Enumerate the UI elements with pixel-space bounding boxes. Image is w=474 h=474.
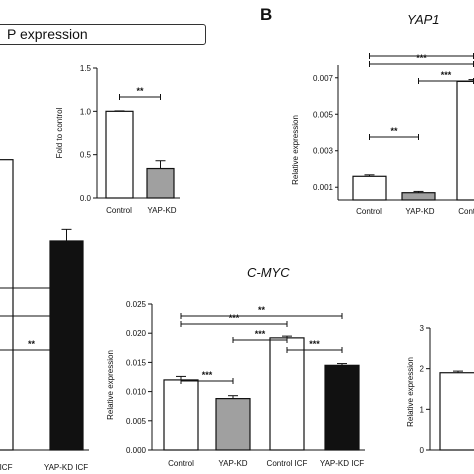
yap1-y-tick-label: 0.001 — [313, 183, 334, 192]
cmyc-bar — [215, 398, 251, 451]
yap1-significance-label: *** — [441, 70, 452, 80]
yap1-significance-label: *** — [416, 53, 427, 63]
panel-a-title-box: P expression — [0, 24, 206, 45]
left-category-label: YAP-KD ICF — [44, 463, 88, 472]
cmyc-significance-label: *** — [255, 329, 266, 339]
fold-y-tick-label: 1.5 — [80, 64, 92, 73]
panel-b-letter: B — [260, 5, 273, 24]
left-significance-label: ** — [28, 339, 36, 349]
fold-category-label: Control — [106, 206, 132, 215]
yap1-category-label: YAP-KD — [405, 207, 434, 216]
cmyc-y-tick-label: 0.010 — [126, 388, 147, 397]
yap1-bar — [352, 175, 387, 201]
yap1-significance-label: ** — [390, 126, 398, 136]
right-y-axis-label: Relative expression — [406, 357, 415, 427]
cmyc-significance-label: ** — [258, 305, 266, 315]
fold-y-tick-label: 1.0 — [80, 107, 92, 116]
cmyc-y-tick-label: 0.020 — [126, 329, 147, 338]
cmyc-bar — [269, 337, 305, 451]
yap1-y-axis-label: Relative expression — [291, 115, 300, 185]
cmyc-category-label: YAP-KD ICF — [320, 459, 364, 468]
fold-y-tick-label: 0.5 — [80, 151, 92, 160]
cmyc-significance-label: *** — [309, 339, 320, 349]
yap1-bar — [401, 192, 436, 201]
right-y-tick-label: 3 — [420, 324, 425, 333]
yap1-category-label: Contr — [458, 207, 474, 216]
cmyc-significance-label: *** — [229, 313, 240, 323]
cmyc-significance-label: *** — [202, 370, 213, 380]
cmyc-y-tick-label: 0.000 — [126, 446, 147, 455]
yap1-category-label: Control — [356, 207, 382, 216]
cmyc-y-axis-label: Relative expression — [106, 350, 115, 420]
fold-bar — [105, 110, 134, 199]
yap1-y-tick-label: 0.007 — [313, 74, 334, 83]
left-category-label: ICF — [0, 463, 13, 472]
yap1-title: YAP1 — [407, 12, 440, 27]
right-y-tick-label: 0 — [420, 446, 425, 455]
yap1-bar — [456, 80, 474, 201]
cmyc-category-label: Control ICF — [267, 459, 308, 468]
cmyc-y-tick-label: 0.025 — [126, 300, 147, 309]
right-bar — [439, 372, 474, 451]
panel-a-title: P expression — [7, 26, 88, 42]
right-y-tick-label: 2 — [420, 365, 425, 374]
fold-bar — [146, 167, 175, 199]
cmyc-bar — [324, 364, 360, 451]
fold-y-tick-label: 0.0 — [80, 194, 92, 203]
cmyc-title: C-MYC — [247, 265, 290, 280]
cmyc-category-label: Control — [168, 459, 194, 468]
fold-significance-label: ** — [136, 86, 144, 96]
cmyc-y-tick-label: 0.015 — [126, 358, 147, 367]
fold-y-axis-label: Fold to control — [55, 107, 64, 158]
left-bar — [49, 240, 84, 451]
fold-category-label: YAP-KD — [147, 206, 176, 215]
right-y-tick-label: 1 — [420, 405, 425, 414]
cmyc-category-label: YAP-KD — [218, 459, 247, 468]
cmyc-y-tick-label: 0.005 — [126, 417, 147, 426]
left-bar — [0, 159, 14, 451]
yap1-y-tick-label: 0.005 — [313, 110, 334, 119]
yap1-y-tick-label: 0.003 — [313, 147, 334, 156]
cmyc-bar — [163, 379, 199, 451]
